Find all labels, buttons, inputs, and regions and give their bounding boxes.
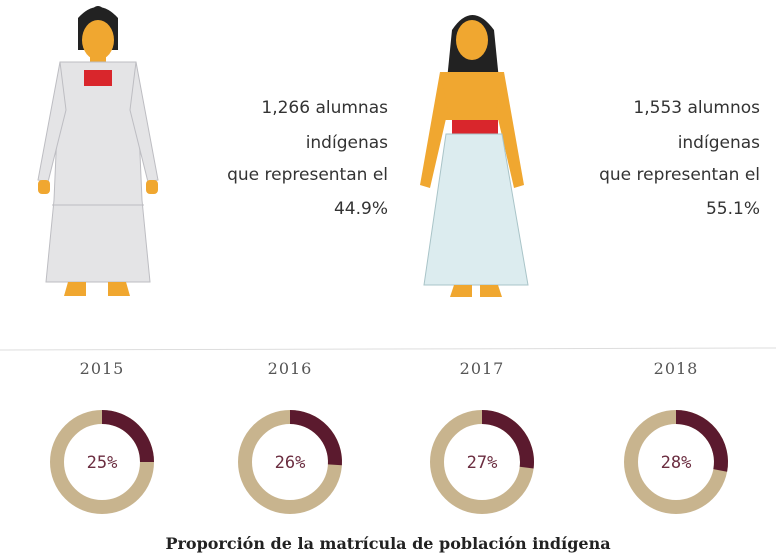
woman-figure — [38, 6, 158, 296]
infographic: Proporción de la matrícula de población … — [0, 0, 776, 557]
info-line: 44.9% — [334, 199, 388, 219]
divider — [0, 348, 776, 350]
info-line: 1,266 alumnas — [261, 98, 388, 118]
info-line: que representan el — [599, 165, 760, 185]
man-figure — [420, 15, 528, 297]
year-label: 2016 — [268, 359, 313, 378]
donut-label: 26% — [275, 453, 306, 473]
info-line: que representan el — [227, 165, 388, 185]
info-line: 55.1% — [706, 199, 760, 219]
year-label: 2015 — [80, 359, 125, 378]
info-line: 1,553 alumnos — [633, 98, 760, 118]
info-line: indígenas — [678, 133, 760, 153]
donut-label: 28% — [661, 453, 692, 473]
donut-label: 27% — [467, 453, 498, 473]
year-label: 2018 — [654, 359, 699, 378]
donut-label: 25% — [87, 453, 118, 473]
year-label: 2017 — [460, 359, 505, 378]
info-line: indígenas — [306, 133, 388, 153]
caption: Proporción de la matrícula de población … — [165, 534, 610, 553]
